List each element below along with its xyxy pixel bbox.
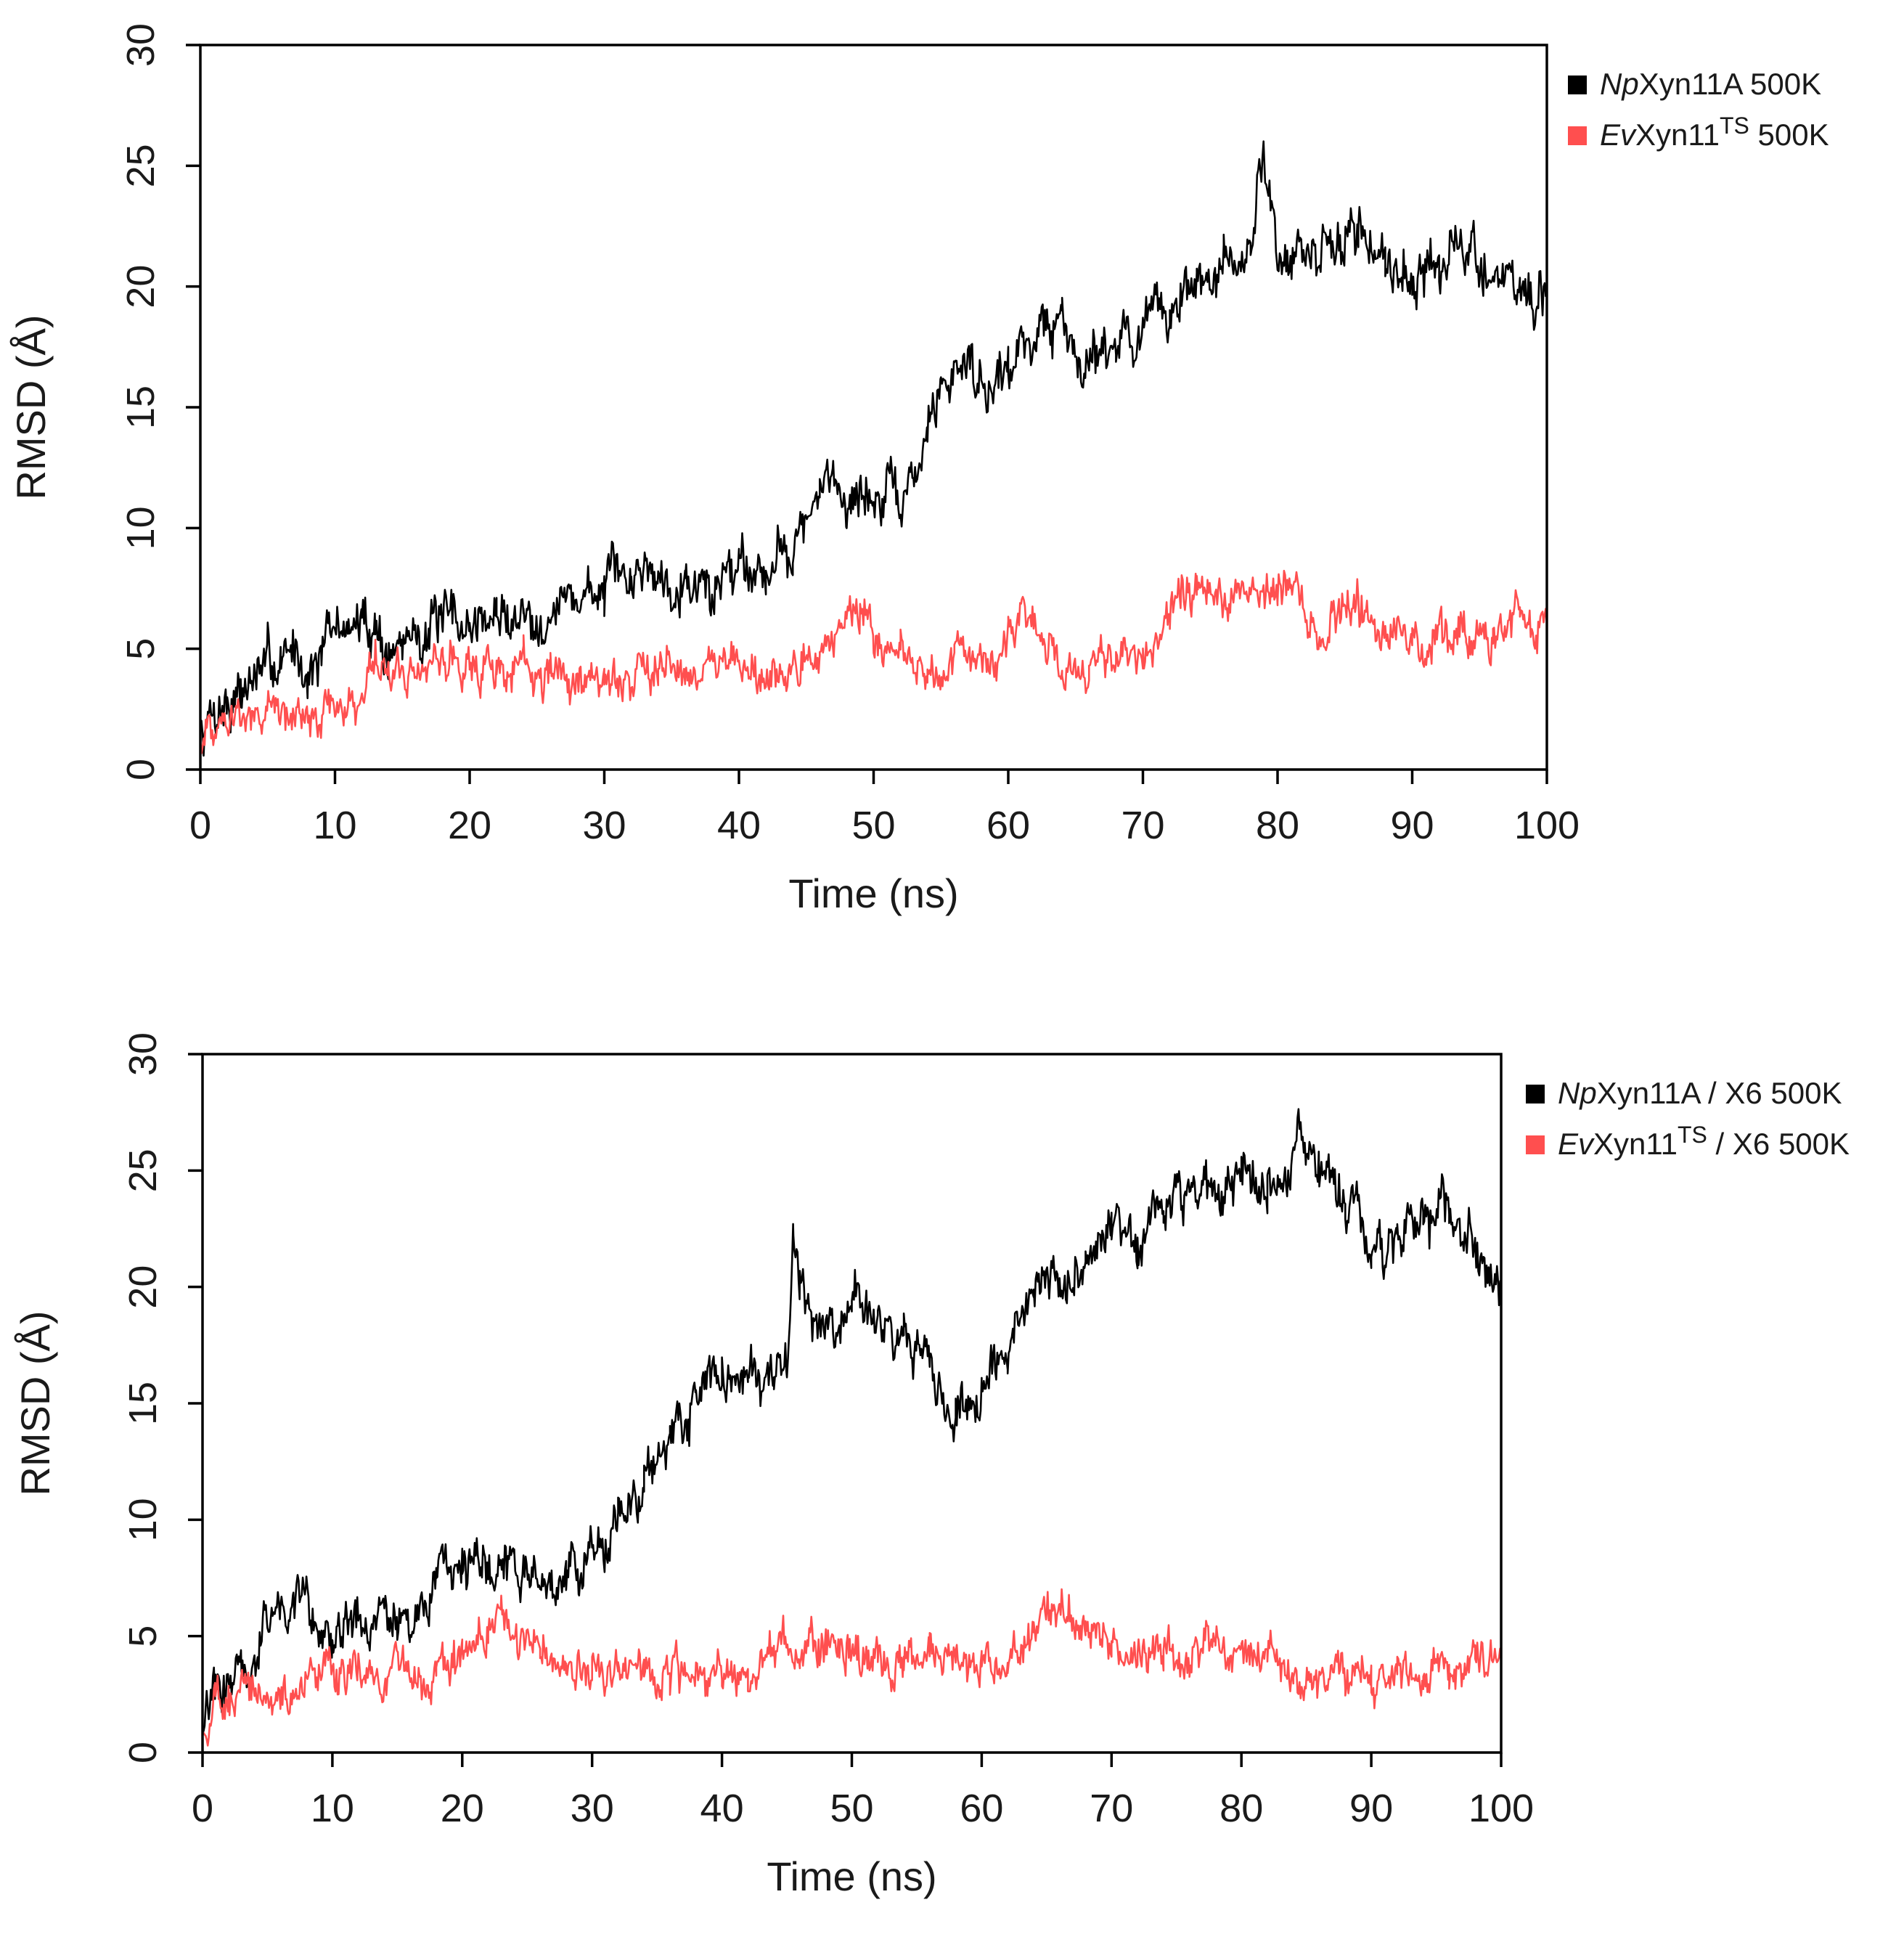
x-tick-label: 70 (1090, 1787, 1133, 1830)
x-axis-title: Time (ns) (788, 870, 958, 916)
y-tick-label: 30 (119, 23, 163, 67)
x-axis-title: Time (ns) (767, 1853, 936, 1899)
y-axis-title-unit: (Å) (8, 314, 54, 369)
y-axis-title-unit: (Å) (12, 1310, 58, 1365)
y-tick-label: 10 (121, 1498, 165, 1541)
y-axis-title-quantity: RMSD (12, 1365, 58, 1496)
y-tick-label: 10 (119, 506, 163, 550)
x-tick-label: 20 (441, 1787, 484, 1830)
y-axis-title: RMSD (Å) (12, 1310, 58, 1496)
x-tick-label: 80 (1219, 1787, 1263, 1830)
y-tick-label: 30 (121, 1032, 165, 1076)
x-tick-label: 40 (700, 1787, 744, 1830)
y-tick-label: 15 (121, 1382, 165, 1425)
x-tick-label: 0 (192, 1787, 213, 1830)
y-axis-title: RMSD (Å) (8, 314, 54, 499)
legend-label: EvXyn11TS / X6 500K (1558, 1122, 1850, 1161)
x-tick-label: 20 (448, 804, 491, 847)
x-tick-label: 90 (1390, 804, 1434, 847)
legend-label-main: Xyn11 (1593, 1127, 1678, 1161)
x-tick-label: 30 (571, 1787, 614, 1830)
y-tick-label: 5 (119, 638, 163, 660)
legend-label-main: Xyn11 (1635, 118, 1720, 152)
series-line-evxyn11ts (203, 1588, 1501, 1747)
y-tick-label: 20 (119, 265, 163, 309)
y-tick-label: 5 (121, 1625, 165, 1647)
legend-swatch (1568, 126, 1587, 145)
legend-swatch (1526, 1135, 1545, 1154)
y-tick-label: 25 (121, 1149, 165, 1192)
legend-label-italic: Ev (1558, 1127, 1595, 1161)
x-tick-label: 70 (1121, 804, 1164, 847)
x-tick-label: 80 (1256, 804, 1299, 847)
legend-swatch (1568, 76, 1587, 94)
y-tick-label: 15 (119, 385, 163, 429)
panel-top-npxyn11a-evxyn11ts: 0 10 20 30 40 50 60 70 80 90 100 0 5 10 15 20 25 30 Time (… (8, 23, 1829, 916)
legend-swatch (1526, 1085, 1545, 1103)
x-tick-label: 100 (1514, 804, 1580, 847)
series-line-npxyn11a (203, 1108, 1501, 1732)
legend-label: NpXyn11A / X6 500K (1558, 1076, 1842, 1110)
legend-label-italic: Ev (1600, 118, 1638, 152)
x-tick-label: 100 (1468, 1787, 1534, 1830)
legend-label-superscript: TS (1678, 1122, 1707, 1148)
y-axis-title-quantity: RMSD (8, 369, 54, 499)
x-tick-label: 60 (986, 804, 1030, 847)
x-tick-label: 50 (830, 1787, 873, 1830)
legend-label-italic: Np (1558, 1076, 1597, 1110)
x-tick-label: 10 (311, 1787, 354, 1830)
legend-label-italic: Np (1600, 67, 1639, 101)
x-tick-label: 10 (313, 804, 356, 847)
x-tick-label: 60 (960, 1787, 1003, 1830)
x-tick-label: 30 (582, 804, 626, 847)
y-tick-label: 25 (119, 144, 163, 187)
legend-label-suffix: / X6 500K (1707, 1127, 1850, 1161)
y-tick-label: 0 (121, 1742, 165, 1763)
series-line-npxyn11a (200, 140, 1547, 757)
y-tick-label: 20 (121, 1265, 165, 1309)
legend-label: NpXyn11A 500K (1600, 67, 1821, 101)
legend-label-superscript: TS (1720, 113, 1749, 139)
panel-bottom-with-x6: 0 10 20 30 40 50 60 70 80 90 100 0 5 10 15 20 25 30 Time (… (12, 1032, 1850, 1899)
legend-label-main: Xyn11A (1597, 1076, 1701, 1110)
x-tick-label: 50 (851, 804, 895, 847)
legend-label: EvXyn11TS 500K (1600, 113, 1829, 152)
legend-label-suffix: / X6 500K (1699, 1076, 1842, 1110)
x-tick-label: 0 (189, 804, 211, 847)
legend-label-suffix: 500K (1741, 67, 1821, 101)
x-tick-label: 40 (717, 804, 761, 847)
legend-label-main: Xyn11A (1639, 67, 1744, 101)
legend-label-suffix: 500K (1749, 118, 1829, 152)
x-tick-label: 90 (1349, 1787, 1393, 1830)
series-line-evxyn11ts (200, 569, 1547, 755)
y-tick-label: 0 (119, 759, 163, 780)
